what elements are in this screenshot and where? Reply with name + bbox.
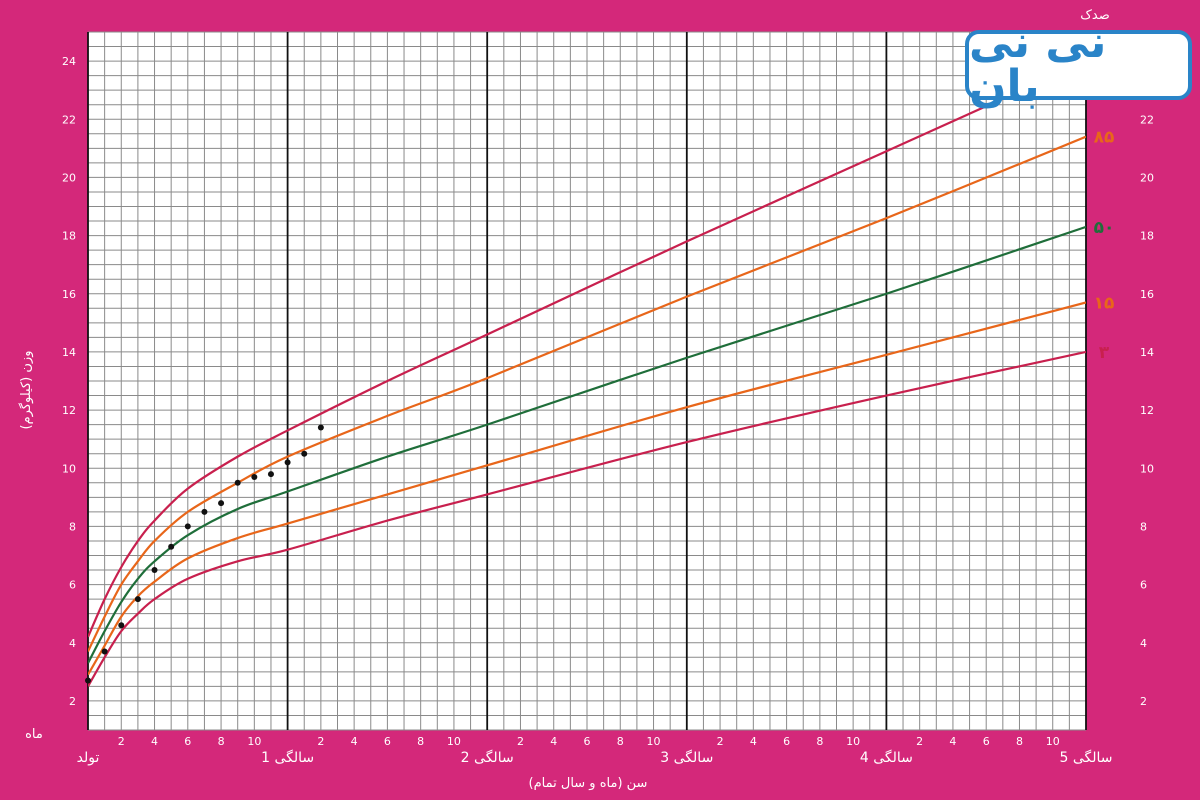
x-year-labels: تولد 1 سالگی 2 سالگی 3 سالگی 4 سالگی 5 سالگی (77, 749, 1113, 766)
x-tick-label: 2 (717, 735, 724, 748)
percentile-label: ۵۰ (1094, 218, 1115, 238)
measurement-point (234, 479, 241, 486)
y-tick-label: 14 (62, 346, 76, 359)
y-tick-label: 10 (1140, 462, 1154, 475)
y-tick-label: 6 (1140, 579, 1147, 592)
brand-logo-text: نی نی بان (969, 17, 1107, 112)
measurement-point (267, 471, 274, 478)
y-tick-label: 4 (1140, 637, 1147, 650)
y-tick-label: 2 (1140, 695, 1147, 708)
y-tick-label: 8 (69, 520, 76, 533)
brand-logo: نی نی بان (965, 21, 1192, 109)
y-tick-label: 20 (1140, 171, 1154, 184)
x-tick-label: 6 (983, 735, 990, 748)
percentile-curve-15 (88, 301, 1086, 676)
measurement-point (134, 596, 141, 603)
x-tick-label: 4 (949, 735, 956, 748)
x-axis-title: سن (ماه و سال تمام) (529, 776, 648, 791)
x-year-label: 5 سالگی (1059, 749, 1112, 766)
x-year-label: 1 سالگی (261, 749, 314, 766)
percentile-curves (88, 60, 1086, 687)
y-tick-label: 16 (1140, 288, 1154, 301)
x-tick-label: 6 (584, 735, 591, 748)
y-tick-label: 10 (62, 462, 76, 475)
percentile-label: ۳ (1099, 343, 1110, 363)
y-axis-title: وزن (کیلوگرم) (18, 351, 34, 430)
y-tick-label: 18 (1140, 230, 1154, 243)
y-tick-label: 6 (69, 579, 76, 592)
y-tick-label: 8 (1140, 520, 1147, 533)
x-tick-label: 2 (916, 735, 923, 748)
percentile-curve-50 (88, 225, 1086, 664)
percentile-curve-3 (88, 350, 1086, 687)
measurement-point (168, 543, 175, 550)
month-unit-label: ماه (25, 727, 43, 742)
measurement-point (151, 567, 158, 574)
measurement-point (317, 424, 324, 431)
measurement-point (218, 500, 225, 507)
measurement-point (251, 473, 258, 480)
x-tick-labels: 2 4 6 8 10 2 4 6 8 10 2 4 6 8 10 2 4 6 8 10 2 4 6 8 10 (118, 735, 1060, 748)
percentile-header: صدک (1080, 8, 1110, 23)
measurement-point (184, 523, 191, 530)
x-tick-label: 8 (816, 735, 823, 748)
percentile-labels: ۸۵ ۵۰ ۱۵ ۳ (1094, 128, 1115, 363)
x-tick-label: 6 (783, 735, 790, 748)
x-tick-label: 2 (517, 735, 524, 748)
measurement-point (85, 677, 91, 684)
x-tick-label: 10 (247, 735, 261, 748)
percentile-label: ۸۵ (1094, 128, 1115, 148)
y-tick-label: 16 (62, 288, 76, 301)
y-tick-label: 18 (62, 230, 76, 243)
y-tick-label: 22 (1140, 113, 1154, 126)
x-year-label: 2 سالگی (461, 749, 514, 766)
percentile-label: ۱۵ (1094, 293, 1115, 313)
x-tick-label: 8 (617, 735, 624, 748)
y-tick-label: 14 (1140, 346, 1154, 359)
x-tick-label: 8 (1016, 735, 1023, 748)
major-grid (87, 32, 1087, 730)
y-tick-label: 24 (62, 55, 76, 68)
measurement-point (284, 459, 291, 466)
x-tick-label: 2 (118, 735, 125, 748)
x-tick-label: 4 (151, 735, 158, 748)
x-tick-label: 10 (447, 735, 461, 748)
y-tick-label: 12 (62, 404, 76, 417)
x-tick-label: 4 (351, 735, 358, 748)
x-tick-label: 6 (384, 735, 391, 748)
x-year-label: 4 سالگی (860, 749, 913, 766)
measurement-point (101, 648, 108, 655)
x-tick-label: 4 (750, 735, 757, 748)
y-tick-label: 12 (1140, 404, 1154, 417)
x-year-label: تولد (77, 750, 100, 766)
measurement-point (201, 508, 208, 515)
measurement-point (118, 622, 125, 629)
y-tick-label: 2 (69, 695, 76, 708)
y-tick-label: 20 (62, 171, 76, 184)
x-tick-label: 6 (184, 735, 191, 748)
x-tick-label: 10 (846, 735, 860, 748)
x-tick-label: 8 (417, 735, 424, 748)
x-tick-label: 8 (218, 735, 225, 748)
y-tick-label: 22 (62, 113, 76, 126)
measurement-points (85, 424, 324, 684)
percentile-curve-97 (88, 60, 1086, 638)
percentile-curve-85 (88, 135, 1086, 652)
measurement-point (301, 450, 308, 457)
minor-grid (88, 31, 1086, 731)
y-tick-label: 4 (69, 637, 76, 650)
x-tick-label: 10 (647, 735, 661, 748)
x-tick-label: 10 (1046, 735, 1060, 748)
x-tick-label: 4 (550, 735, 557, 748)
x-tick-label: 2 (317, 735, 324, 748)
x-year-label: 3 سالگی (660, 749, 713, 766)
